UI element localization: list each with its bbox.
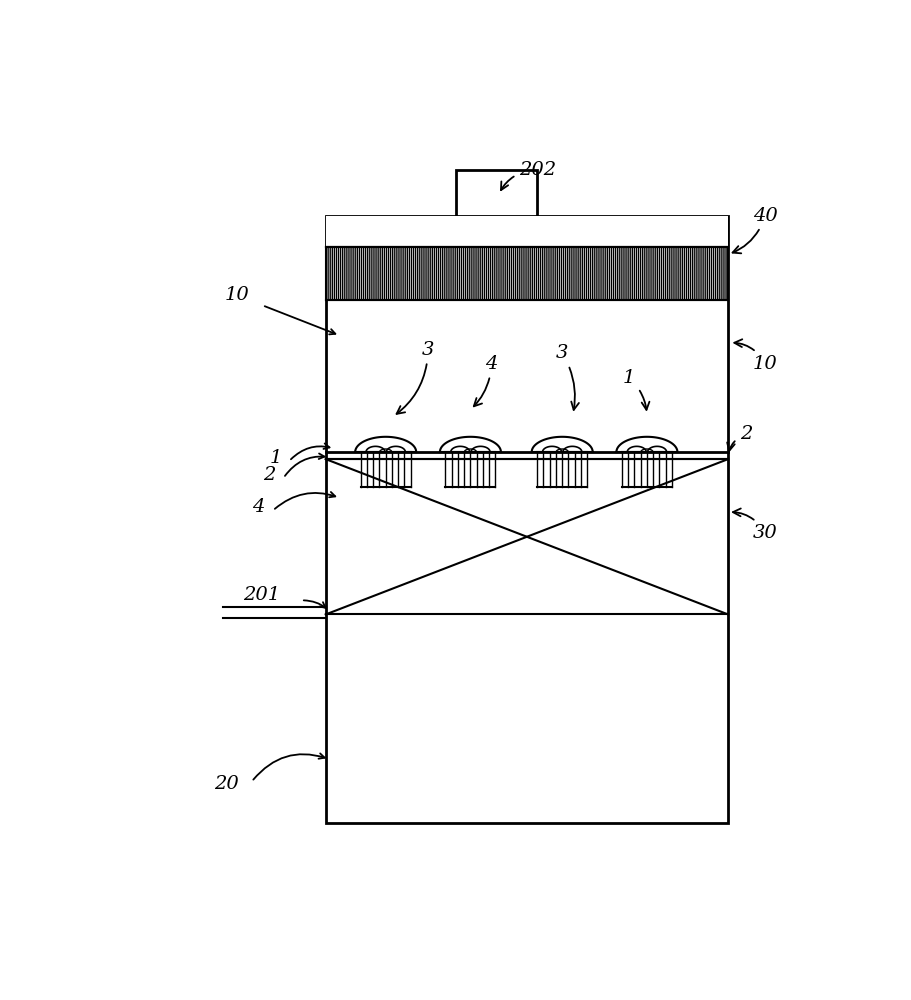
Text: 3: 3	[556, 344, 578, 410]
Text: 20: 20	[214, 775, 240, 793]
Text: 3: 3	[396, 341, 435, 414]
Text: 4: 4	[474, 355, 497, 406]
Text: 2: 2	[263, 466, 275, 484]
Text: 10: 10	[734, 339, 778, 373]
Text: 1: 1	[623, 369, 650, 410]
Text: 202: 202	[501, 161, 556, 190]
Bar	[456, 170, 537, 216]
Text: 40: 40	[732, 207, 778, 253]
Text: 1: 1	[270, 449, 282, 467]
Text: 30: 30	[733, 508, 778, 542]
Bar	[326, 216, 728, 823]
Text: 201: 201	[243, 586, 281, 604]
Text: 4: 4	[252, 498, 265, 516]
Text: 10: 10	[225, 286, 250, 304]
Bar	[326, 216, 728, 247]
Bar	[326, 247, 728, 300]
Text: 2: 2	[727, 425, 752, 451]
